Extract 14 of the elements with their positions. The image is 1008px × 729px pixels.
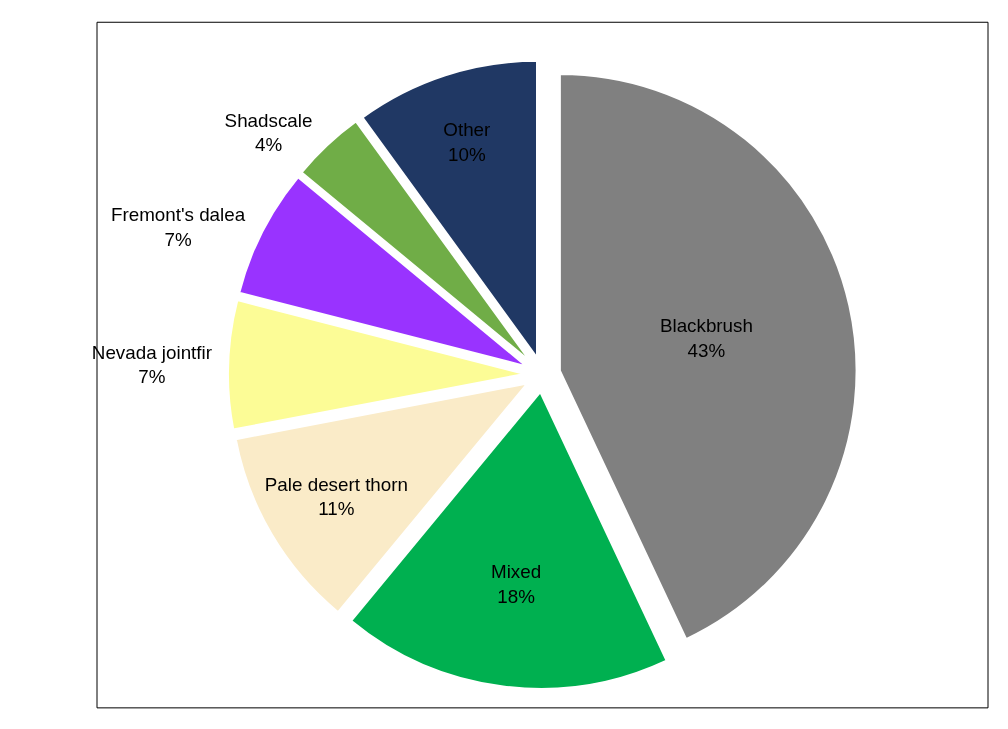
data-label: 11% <box>318 498 355 520</box>
slice-label: Fremont's dalea <box>110 204 246 226</box>
data-label: 7% <box>138 366 166 388</box>
slice-label: Pale desert thorn <box>264 473 408 495</box>
slice-label: Other <box>443 119 491 141</box>
data-label: 10% <box>447 143 486 165</box>
slice-label: Nevada jointfir <box>91 341 212 363</box>
slice-label: Blackbrush <box>659 315 753 337</box>
data-label: 43% <box>687 339 726 361</box>
data-label: 18% <box>497 585 536 607</box>
data-label: 7% <box>164 228 192 250</box>
slice-label: Shadscale <box>224 109 313 131</box>
slice-label: Mixed <box>490 561 542 583</box>
data-label: 4% <box>254 134 283 156</box>
